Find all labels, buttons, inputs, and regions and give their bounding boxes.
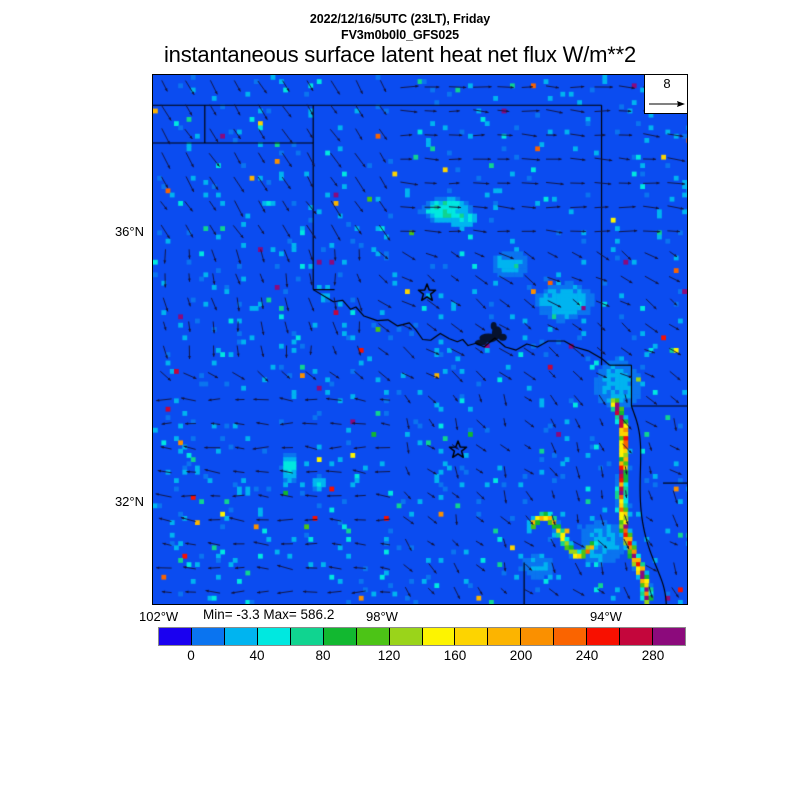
colorbar[interactable] (158, 627, 686, 646)
colorbar-tick-0: 0 (187, 648, 195, 663)
date-line: 2022/12/16/5UTC (23LT), Friday (309, 12, 491, 26)
colorbar-tick-40: 40 (249, 648, 265, 663)
page-title: instantaneous surface latent heat net fl… (163, 42, 637, 67)
colorbar-cell-4 (290, 628, 324, 645)
colorbar-tick-120: 120 (377, 648, 401, 663)
colorbar-tick-280: 280 (641, 648, 665, 663)
lat-tick-32n: 32°N (114, 494, 144, 509)
colorbar-cell-6 (356, 628, 390, 645)
colorbar-cell-14 (620, 628, 654, 645)
colorbar-cell-8 (422, 628, 456, 645)
reference-vector-label: 8 (663, 76, 671, 91)
colorbar-cell-5 (323, 628, 357, 645)
colorbar-cell-12 (554, 628, 588, 645)
colorbar-tick-200: 200 (509, 648, 533, 663)
colorbar-cell-13 (587, 628, 621, 645)
colorbar-tick-80: 80 (315, 648, 331, 663)
colorbar-cell-7 (389, 628, 423, 645)
colorbar-cell-3 (257, 628, 291, 645)
lat-tick-36n: 36°N (114, 224, 144, 239)
colorbar-cell-11 (521, 628, 555, 645)
colorbar-cell-1 (191, 628, 225, 645)
reference-vector-box: 8 (644, 75, 687, 114)
colorbar-cell-10 (488, 628, 522, 645)
colorbar-cell-15 (653, 628, 685, 645)
min-max-stats: Min= -3.3 Max= 586.2 (203, 607, 335, 622)
map-raster-canvas (153, 75, 687, 604)
colorbar-tick-160: 160 (443, 648, 467, 663)
lon-tick-98w: 98°W (366, 609, 398, 624)
lon-tick-94w: 94°W (590, 609, 622, 624)
model-line: FV3m0b0l0_GFS025 (341, 28, 459, 42)
colorbar-tick-240: 240 (575, 648, 599, 663)
colorbar-tick-labels: 0 40 80 120 160 200 240 280 (158, 648, 686, 666)
colorbar-cell-2 (224, 628, 258, 645)
map-plot-area[interactable]: 8 (152, 74, 688, 605)
reference-vector-arrow-icon (649, 101, 685, 107)
lon-tick-102w: 102°W (139, 609, 179, 624)
colorbar-cell-9 (455, 628, 489, 645)
colorbar-cell-0 (159, 628, 192, 645)
